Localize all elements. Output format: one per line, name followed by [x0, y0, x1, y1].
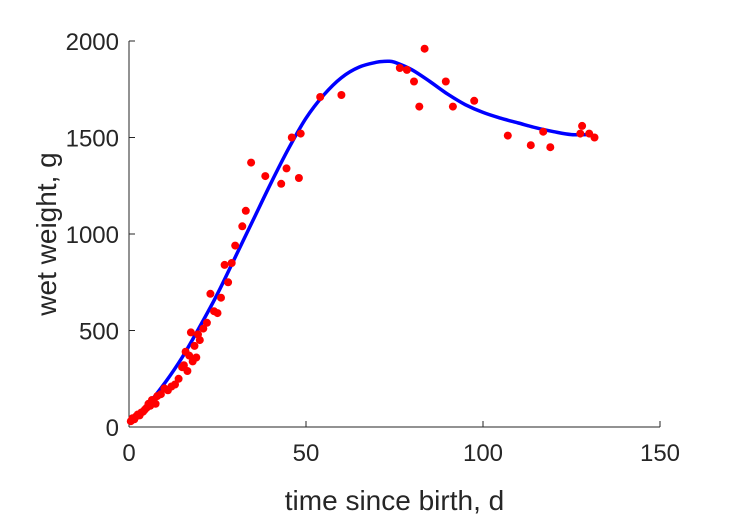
data-point	[171, 380, 179, 389]
data-point	[395, 64, 404, 72]
data-point	[470, 96, 479, 105]
y-axis-label: wet weight, g	[31, 152, 62, 316]
data-point	[241, 206, 250, 215]
data-point	[277, 179, 286, 188]
data-point	[183, 367, 192, 375]
data-point	[441, 77, 450, 86]
data-point	[503, 131, 512, 140]
data-point	[238, 222, 247, 231]
points-layer	[126, 44, 599, 426]
data-point	[220, 260, 229, 269]
fit-layer	[127, 59, 590, 423]
data-point	[192, 353, 201, 362]
data-point	[195, 336, 204, 345]
data-point	[185, 351, 194, 360]
y-tick-label: 0	[106, 415, 119, 442]
data-point	[337, 91, 346, 99]
data-point	[227, 259, 236, 267]
data-point	[247, 158, 256, 167]
data-point	[231, 241, 240, 250]
fit-line	[127, 59, 590, 423]
data-point	[402, 65, 411, 74]
data-point	[316, 93, 325, 101]
data-point	[410, 77, 418, 86]
x-tick-label: 0	[122, 440, 135, 467]
data-point	[578, 121, 587, 130]
data-point	[420, 44, 429, 53]
data-point	[156, 390, 165, 399]
data-point	[199, 324, 208, 333]
y-tick-label: 1500	[66, 126, 119, 153]
data-point	[576, 129, 585, 138]
x-tick-label: 100	[463, 440, 503, 467]
y-tick-label: 2000	[66, 29, 119, 56]
data-point	[179, 361, 188, 370]
y-tick-label: 500	[79, 319, 119, 346]
x-axis-label: time since birth, d	[285, 485, 504, 516]
y-tick-label: 1000	[66, 222, 119, 249]
data-point	[186, 328, 195, 337]
x-tick-label: 50	[293, 440, 320, 467]
data-point	[190, 341, 199, 350]
data-point	[539, 127, 548, 136]
data-point	[151, 399, 160, 408]
data-point	[174, 374, 183, 383]
x-tick-label: 150	[640, 440, 680, 467]
data-point	[217, 293, 225, 302]
data-point	[294, 174, 303, 182]
data-point	[282, 164, 291, 173]
data-point	[296, 129, 305, 138]
data-point	[224, 278, 233, 287]
data-point	[261, 172, 270, 181]
data-point	[206, 289, 215, 298]
data-point	[448, 102, 457, 111]
data-point	[415, 102, 424, 111]
data-point	[202, 318, 211, 327]
data-point	[287, 133, 296, 142]
data-point	[213, 309, 222, 318]
data-point	[546, 143, 555, 152]
data-point	[590, 133, 599, 142]
data-point	[526, 141, 535, 150]
